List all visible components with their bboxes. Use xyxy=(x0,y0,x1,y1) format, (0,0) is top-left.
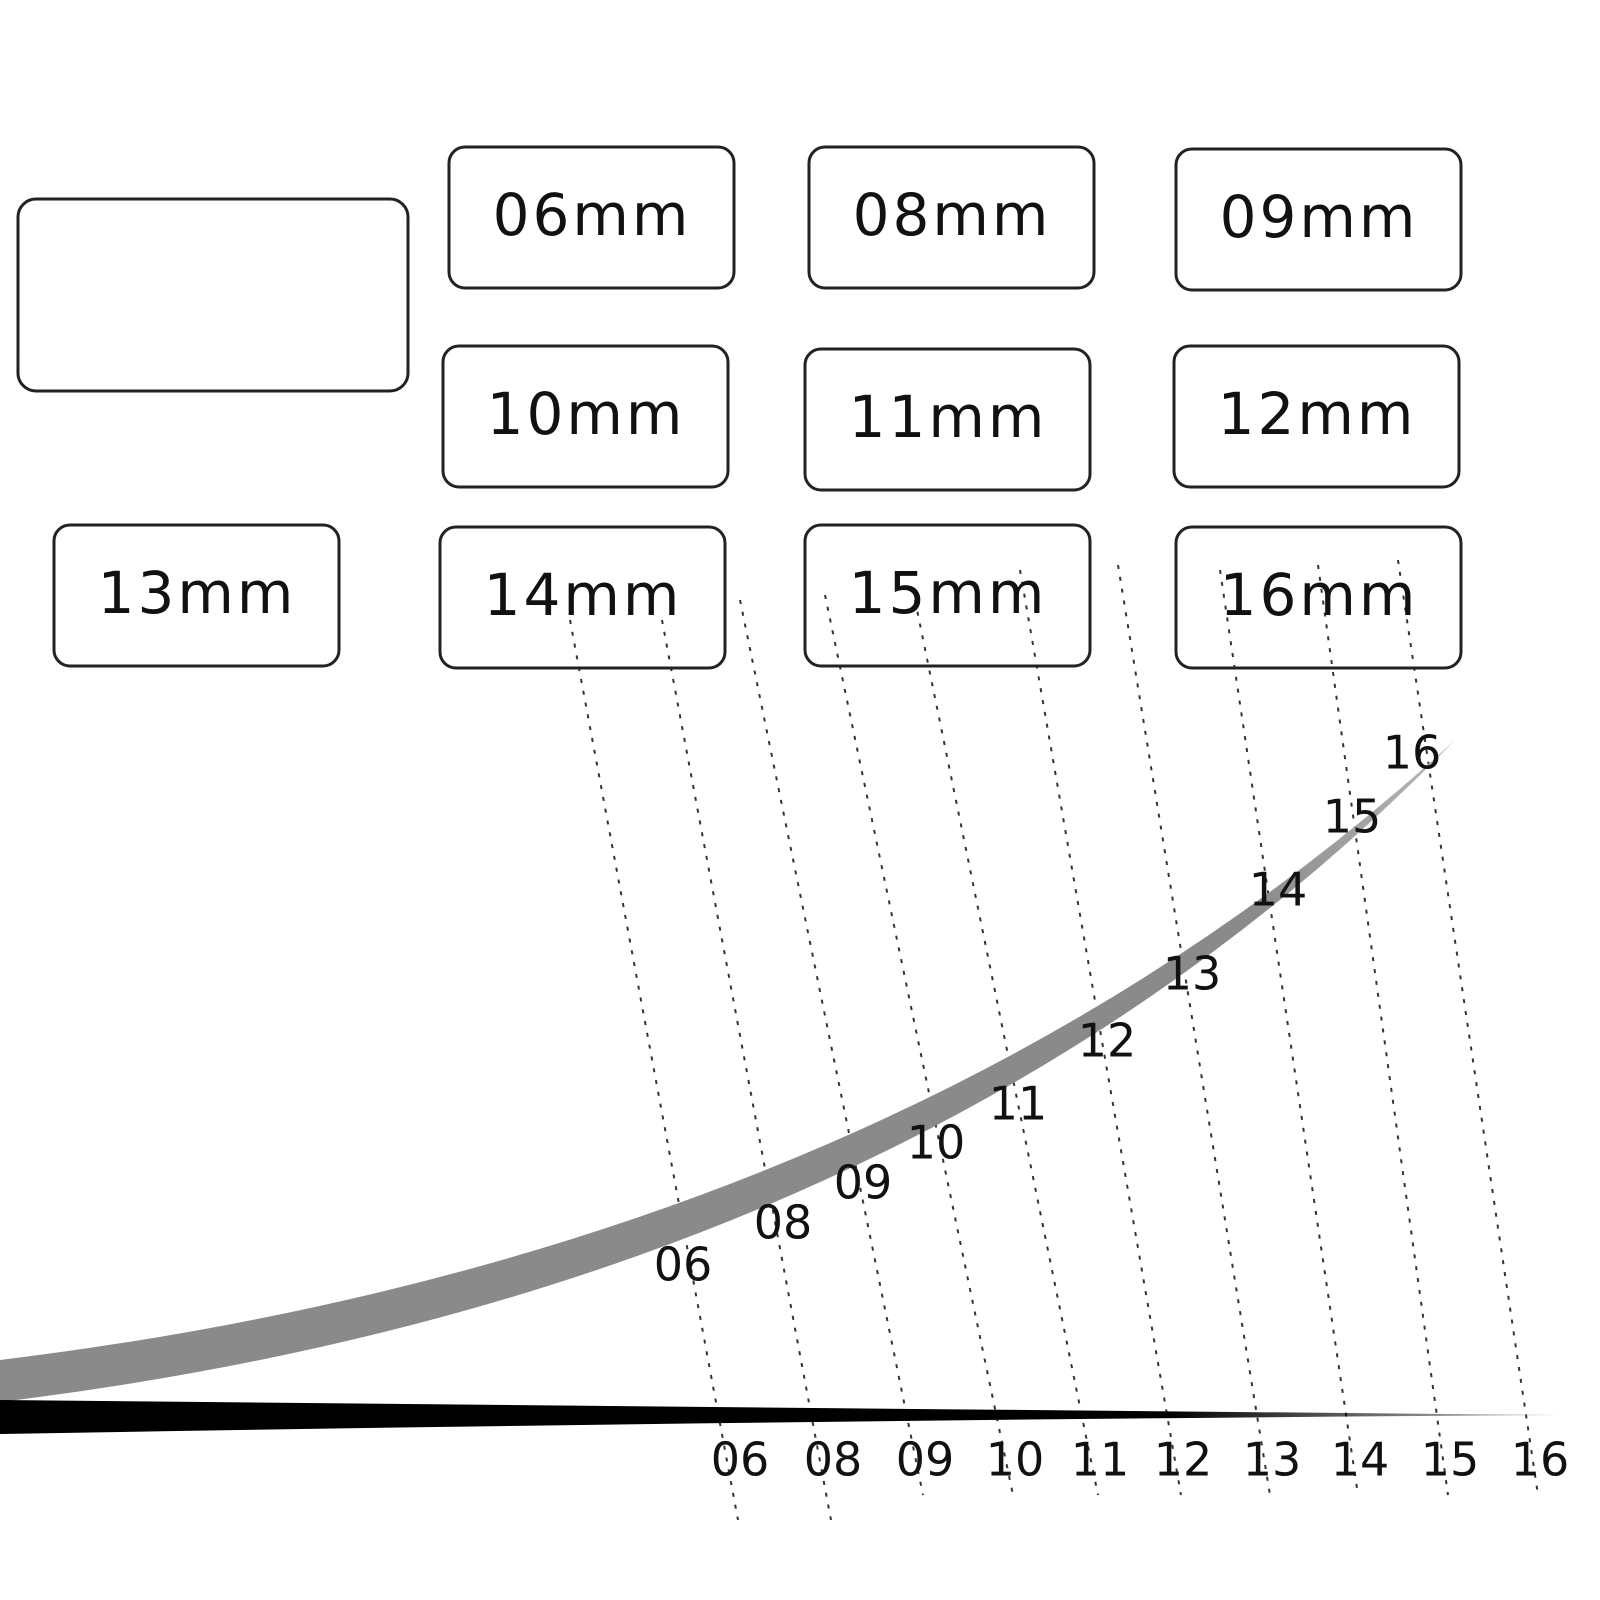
base-label: 09 xyxy=(896,1433,955,1487)
curve-label: 10 xyxy=(907,1116,966,1170)
curve-label: 09 xyxy=(834,1156,893,1210)
straight-lash xyxy=(0,1400,1560,1434)
curve-label: 12 xyxy=(1078,1014,1137,1068)
length-box xyxy=(438,525,727,670)
length-box xyxy=(1174,147,1463,292)
empty-box xyxy=(16,197,410,393)
guide-line xyxy=(661,619,832,1521)
base-label: 08 xyxy=(804,1433,863,1487)
guide-line xyxy=(1117,564,1271,1496)
length-label: 16mm xyxy=(1220,561,1419,629)
curve-label: 13 xyxy=(1163,947,1222,1001)
guide-line xyxy=(1397,559,1539,1496)
length-box xyxy=(447,145,736,290)
length-label: 08mm xyxy=(853,181,1052,249)
length-label: 11mm xyxy=(849,383,1048,451)
guide-line xyxy=(1019,569,1182,1496)
base-label: 06 xyxy=(711,1433,770,1487)
base-label: 12 xyxy=(1154,1433,1213,1487)
base-label: 10 xyxy=(986,1433,1045,1487)
guide-line xyxy=(914,599,1099,1496)
guide-line xyxy=(824,594,1014,1496)
curve-label: 14 xyxy=(1249,863,1308,917)
base-label: 16 xyxy=(1511,1433,1570,1487)
curve-label: 15 xyxy=(1323,790,1382,844)
curve-label: 06 xyxy=(654,1238,713,1292)
length-label: 14mm xyxy=(484,561,683,629)
length-label: 12mm xyxy=(1218,380,1417,448)
labels: 06mm 08mm 09mm 10mm 11mm 12mm 13mm 14mm 15mm 16mm… xyxy=(52,145,1570,1487)
length-box xyxy=(1172,344,1461,489)
length-box xyxy=(807,145,1096,290)
guide-line xyxy=(1317,564,1449,1496)
length-box xyxy=(803,347,1092,492)
length-box xyxy=(52,523,341,668)
length-label: 06mm xyxy=(493,181,692,249)
length-label: 10mm xyxy=(487,380,686,448)
guide-line xyxy=(569,619,739,1521)
length-label: 15mm xyxy=(849,559,1048,627)
base-label: 13 xyxy=(1243,1433,1302,1487)
curved-lash xyxy=(0,740,1455,1402)
base-label: 14 xyxy=(1331,1433,1390,1487)
guide-line xyxy=(739,599,924,1496)
curve-label: 08 xyxy=(754,1196,813,1250)
length-box xyxy=(441,344,730,489)
curve-label: 16 xyxy=(1383,726,1442,780)
base-label: 15 xyxy=(1421,1433,1480,1487)
curve-label: 11 xyxy=(989,1077,1048,1131)
length-box xyxy=(1174,525,1463,670)
length-box xyxy=(803,523,1092,668)
length-label: 13mm xyxy=(98,559,297,627)
length-label: 09mm xyxy=(1220,183,1419,251)
guide-lines xyxy=(569,559,1539,1521)
base-label: 11 xyxy=(1071,1433,1130,1487)
